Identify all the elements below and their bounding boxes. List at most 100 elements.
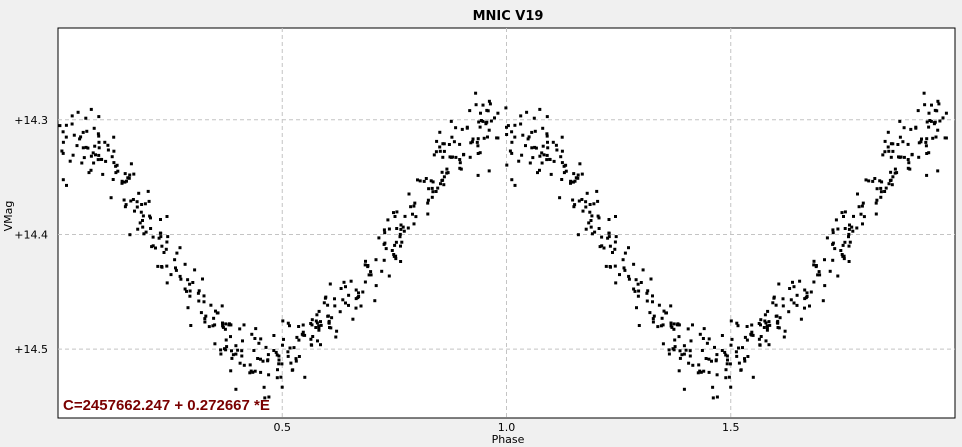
data-point [662, 309, 666, 313]
data-point [319, 343, 322, 347]
data-point [788, 287, 792, 290]
data-point [840, 211, 844, 215]
data-point [356, 296, 360, 300]
data-point [231, 353, 235, 357]
data-point [137, 191, 141, 195]
data-point [164, 247, 168, 251]
data-point [203, 320, 207, 324]
data-point [281, 319, 285, 323]
data-point [743, 335, 747, 339]
data-point [545, 158, 549, 162]
data-point [399, 244, 402, 248]
data-point [689, 339, 693, 343]
data-point [842, 257, 846, 261]
data-point [319, 323, 323, 327]
data-point [207, 325, 211, 329]
data-point [711, 396, 715, 400]
data-point [249, 369, 253, 373]
data-point [730, 337, 734, 341]
data-point [775, 314, 779, 318]
data-point [263, 396, 267, 400]
data-point [89, 154, 93, 158]
data-point [504, 106, 508, 110]
data-point [919, 140, 923, 144]
data-point [941, 116, 945, 120]
data-point [418, 179, 422, 183]
data-point [723, 350, 727, 354]
data-point [943, 136, 947, 140]
data-point [751, 375, 755, 379]
data-point [81, 130, 85, 134]
data-point [359, 304, 363, 308]
data-point [673, 338, 677, 342]
data-point [151, 244, 155, 248]
data-point [597, 227, 601, 230]
data-point [123, 205, 127, 209]
data-point [288, 346, 292, 350]
data-point [317, 326, 321, 330]
data-point [129, 162, 133, 166]
data-point [887, 182, 891, 186]
data-point [536, 171, 539, 175]
data-point [330, 316, 334, 320]
data-point [447, 143, 451, 146]
data-point [116, 169, 120, 173]
data-point [758, 343, 762, 347]
data-point [89, 168, 93, 172]
data-point [468, 155, 472, 159]
data-point [875, 187, 879, 191]
data-point [632, 287, 636, 291]
data-point [852, 214, 855, 218]
data-point [253, 369, 257, 373]
data-point [764, 321, 768, 325]
data-point [792, 301, 796, 305]
data-point [571, 180, 575, 184]
data-point [891, 149, 895, 153]
data-point [89, 107, 93, 111]
data-point [454, 126, 458, 130]
data-point [889, 170, 893, 174]
data-point [280, 385, 284, 389]
data-point [525, 110, 529, 114]
data-point [546, 140, 549, 144]
data-point [279, 375, 283, 379]
data-point [471, 137, 475, 141]
data-point [185, 289, 188, 293]
x-tick-label: 1.5 [722, 421, 740, 434]
data-point [809, 290, 813, 294]
data-point [398, 232, 402, 236]
data-point [484, 121, 488, 125]
data-point [701, 337, 705, 340]
data-point [183, 262, 187, 266]
data-point [286, 321, 290, 325]
data-point [651, 320, 655, 324]
data-point [173, 258, 177, 262]
data-point [925, 137, 929, 141]
data-point [223, 327, 227, 331]
data-point [369, 273, 373, 277]
data-point [91, 151, 95, 155]
data-point [438, 149, 442, 153]
data-point [315, 321, 319, 325]
data-point [201, 277, 204, 281]
data-point [132, 172, 136, 176]
data-point [812, 263, 816, 267]
data-point [288, 324, 291, 328]
data-point [750, 330, 754, 334]
data-point [326, 303, 330, 307]
data-point [106, 148, 110, 152]
data-point [394, 240, 398, 244]
data-point [923, 103, 927, 107]
data-point [936, 99, 940, 103]
data-point [607, 231, 611, 235]
data-point [741, 346, 744, 350]
data-point [478, 125, 482, 129]
data-point [487, 169, 491, 173]
data-point [476, 144, 480, 148]
data-point [493, 116, 496, 120]
data-point [76, 110, 80, 114]
data-point [310, 318, 314, 322]
data-point [672, 327, 676, 331]
data-point [238, 327, 242, 331]
data-point [354, 306, 358, 310]
